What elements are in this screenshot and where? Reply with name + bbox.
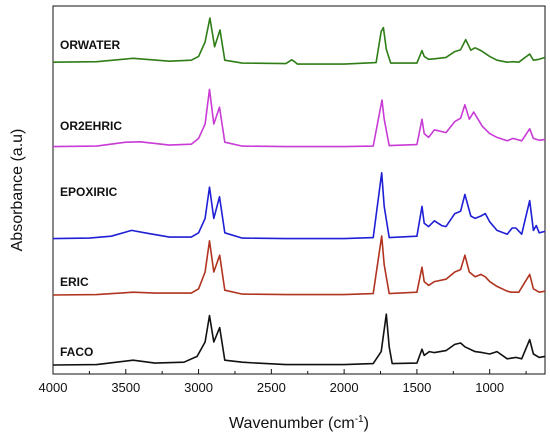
series-label-faco: FACO [60, 345, 93, 359]
series-labels: ORWATER OR2EHRIC EPOXIRIC ERIC FACO [60, 38, 122, 359]
series-line-orwater [52, 17, 546, 65]
x-tick-label-2500: 2500 [257, 380, 286, 395]
series-layer [52, 17, 546, 366]
series-label-orwater: ORWATER [60, 38, 121, 52]
series-line-epoxiric [52, 172, 546, 240]
x-tick-label-1000: 1000 [475, 380, 504, 395]
plot-frame [52, 5, 546, 375]
series-label-eric: ERIC [60, 275, 89, 289]
series-label-epoxiric: EPOXIRIC [60, 185, 118, 199]
series-label-or2ehric: OR2EHRIC [60, 119, 122, 133]
x-tick-label-1500: 1500 [402, 380, 431, 395]
series-line-eric [52, 235, 546, 296]
series-line-or2ehric [52, 88, 546, 148]
x-tick-label-3000: 3000 [184, 380, 213, 395]
x-tick-label-4000: 4000 [39, 380, 68, 395]
x-axis-ticks: 4000 3500 3000 2500 2000 1500 1000 [39, 369, 527, 395]
x-tick-label-2000: 2000 [330, 380, 359, 395]
x-axis-title: Wavenumber (cm-1) [229, 414, 369, 432]
x-tick-label-3500: 3500 [111, 380, 140, 395]
series-line-faco [52, 313, 546, 366]
y-axis-title: Absorbance (a.u) [9, 129, 26, 252]
